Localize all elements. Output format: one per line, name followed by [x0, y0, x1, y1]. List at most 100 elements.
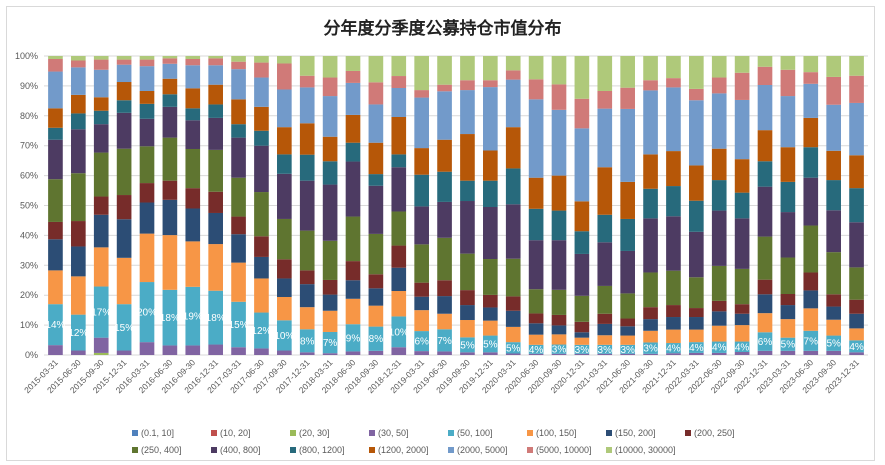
bar-segment: [322, 240, 338, 280]
bar-segment: [437, 171, 452, 202]
bar-segment: [391, 267, 407, 292]
data-label: 18%: [160, 313, 180, 324]
bar-segment: [368, 142, 384, 175]
bar-segment: [93, 69, 109, 98]
bar-segment: [231, 56, 246, 62]
bar-segment: [803, 72, 819, 84]
bar-segment: [345, 70, 361, 83]
bar-segment: [460, 90, 475, 135]
bar-segment: [139, 59, 155, 67]
bar-segment: [528, 323, 544, 335]
bar-segment: [643, 353, 658, 355]
bar-segment: [483, 87, 498, 151]
data-label: 15%: [114, 323, 134, 334]
bar-segment: [414, 56, 429, 91]
data-label: 8%: [300, 336, 315, 347]
bar-segment: [643, 330, 658, 343]
bar-segment: [643, 218, 658, 273]
bar-segment: [71, 314, 86, 351]
bar-segment: [116, 59, 132, 65]
bar-segment: [666, 151, 681, 187]
bar-segment: [368, 233, 384, 275]
bar-segment: [277, 127, 292, 155]
data-label: 6%: [414, 337, 429, 348]
bar-stack: 18%: [160, 56, 180, 355]
bar-segment: [48, 221, 63, 240]
bar-segment: [757, 186, 773, 237]
bar-segment: [551, 240, 567, 290]
legend-label: (100, 150]: [536, 427, 577, 438]
bar-segment: [803, 350, 819, 355]
bar-segment: [231, 216, 246, 235]
bar-segment: [391, 167, 407, 212]
bar-segment: [711, 352, 727, 355]
data-label: 12%: [251, 326, 271, 337]
bar-segment: [414, 90, 429, 98]
bar-segment: [116, 257, 132, 305]
bar-segment: [780, 181, 796, 213]
bar-segment: [711, 325, 727, 342]
legend-item: (150, 200]: [606, 428, 685, 438]
bar-segment: [826, 56, 841, 77]
bar-segment: [574, 201, 590, 232]
bar-segment: [437, 237, 452, 281]
data-label: 8%: [369, 334, 384, 345]
bar-segment: [185, 286, 201, 346]
bar-segment: [322, 184, 338, 241]
bar-segment: [849, 56, 864, 76]
bar-segment: [597, 56, 613, 91]
bar-segment: [414, 244, 429, 283]
data-label: 3%: [575, 345, 590, 356]
bar-segment: [254, 278, 269, 313]
bar-segment: [620, 218, 635, 251]
bar-segment: [551, 175, 567, 211]
bar-segment: [437, 91, 452, 140]
data-label: 5%: [826, 339, 841, 350]
bar-segment: [93, 59, 109, 70]
bar-segment: [116, 219, 132, 258]
bar-segment: [643, 272, 658, 308]
bar-stack: 4%: [528, 56, 544, 356]
bar-segment: [666, 305, 681, 318]
bar-segment: [254, 236, 269, 257]
bar-segment: [803, 308, 819, 331]
bar-segment: [597, 108, 613, 168]
bar-segment: [711, 300, 727, 312]
bar-stack: 3%: [551, 56, 567, 356]
bar-segment: [528, 353, 544, 355]
bar-segment: [483, 307, 498, 321]
bar-segment: [48, 304, 63, 346]
bar-stack: 9%: [345, 56, 361, 355]
bar-segment: [322, 294, 338, 311]
bar-stack: 8%: [299, 56, 315, 355]
bar-segment: [826, 180, 841, 211]
bar-segment: [48, 71, 63, 109]
bar-segment: [666, 78, 681, 88]
legend-item: (20, 30]: [290, 428, 369, 438]
bar-segment: [483, 352, 498, 355]
bar-segment: [139, 282, 155, 343]
bar-segment: [437, 296, 452, 314]
bar-segment: [849, 155, 864, 189]
bar-segment: [826, 319, 841, 336]
bar-segment: [368, 82, 384, 105]
bar-segment: [505, 56, 521, 71]
legend-swatch-icon: [132, 429, 138, 436]
bar-segment: [849, 313, 864, 329]
bar-segment: [597, 335, 613, 345]
bar-segment: [505, 310, 521, 327]
bar-segment: [505, 258, 521, 297]
bar-segment: [254, 312, 269, 349]
bar-segment: [757, 66, 773, 86]
bar-segment: [528, 56, 544, 80]
bar-segment: [689, 165, 704, 201]
data-label: 12%: [68, 328, 88, 339]
bar-segment: [620, 293, 635, 319]
bar-stack: 3%: [597, 56, 612, 356]
bar-segment: [666, 87, 681, 152]
bar-stack: 14%: [45, 56, 66, 355]
bar-segment: [757, 85, 773, 131]
bar-segment: [689, 100, 704, 166]
bar-segment: [345, 261, 361, 281]
